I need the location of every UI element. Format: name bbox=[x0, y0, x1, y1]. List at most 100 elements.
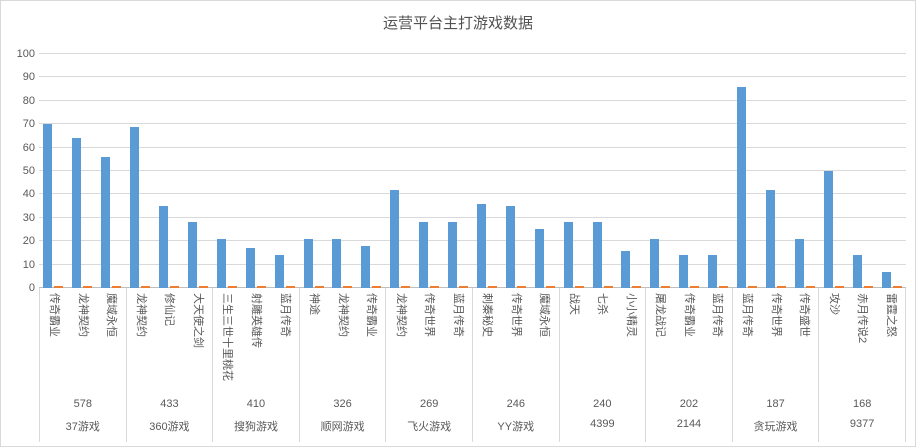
game-name-label: 蓝月传奇 bbox=[741, 293, 754, 337]
bar-secondary-蓝月传奇 bbox=[748, 286, 758, 288]
platform-value-label: 168 bbox=[852, 398, 872, 410]
y-tick-label-80: 80 bbox=[22, 94, 35, 107]
game-name-cell: 攻沙 bbox=[819, 288, 848, 390]
bar-cell bbox=[704, 54, 733, 288]
bar-雷霆之怒 bbox=[881, 272, 891, 288]
platform-value-label: 269 bbox=[419, 398, 439, 410]
game-name-label: 小小精灵 bbox=[624, 293, 637, 337]
bar-传奇盛世 bbox=[794, 239, 804, 288]
game-names-row: 龙神契约 传奇世界 蓝月传奇 bbox=[386, 288, 472, 390]
gridline-60 bbox=[39, 146, 906, 148]
game-name-cell: 蓝月传奇 bbox=[443, 288, 472, 390]
bar-cell bbox=[39, 54, 68, 288]
bar-cell bbox=[126, 54, 155, 288]
bar-传奇霸业 bbox=[679, 255, 689, 288]
game-names-row: 屠龙战记 传奇霸业 蓝月传奇 bbox=[646, 288, 732, 390]
bar-secondary-龙神契约 bbox=[401, 286, 411, 288]
game-names-row: 龙神契约 修仙记 大天使之剑 bbox=[127, 288, 213, 390]
bar-cell bbox=[328, 54, 357, 288]
game-name-cell: 修仙记 bbox=[155, 288, 184, 390]
bar-cell bbox=[212, 54, 241, 288]
bar-secondary-雷霆之怒 bbox=[892, 286, 902, 288]
bar-secondary-射雕英雄传 bbox=[256, 286, 266, 288]
bar-cell bbox=[675, 54, 704, 288]
game-name-label: 射雕英雄传 bbox=[249, 293, 262, 348]
game-name-label: 传奇世界 bbox=[423, 293, 436, 337]
game-names-row: 攻沙 赤月传说2 雷霆之怒 bbox=[819, 288, 905, 390]
game-name-label: 传奇世界 bbox=[509, 293, 522, 337]
game-name-cell: 魔域永恒 bbox=[97, 288, 126, 390]
bar-cell bbox=[444, 54, 473, 288]
y-tick-label-20: 20 bbox=[22, 235, 35, 248]
bar-cell bbox=[415, 54, 444, 288]
bar-secondary-三生三世十里桃花 bbox=[227, 286, 237, 288]
bar-secondary-龙神契约 bbox=[343, 286, 353, 288]
bar-七杀 bbox=[592, 222, 602, 288]
game-name-cell: 神途 bbox=[300, 288, 329, 390]
category-group-9377: 攻沙 赤月传说2 雷霆之怒 168 9377 bbox=[819, 288, 906, 442]
game-name-cell: 刺秦秘史 bbox=[473, 288, 502, 390]
game-name-cell: 龙神契约 bbox=[386, 288, 415, 390]
game-name-label: 屠龙战记 bbox=[654, 293, 667, 337]
bar-cell bbox=[473, 54, 502, 288]
y-tick-label-0: 0 bbox=[28, 282, 35, 294]
game-names-row: 战天 七杀 小小精灵 bbox=[560, 288, 646, 390]
game-name-label: 大天使之剑 bbox=[191, 293, 204, 348]
game-name-label: 赤月传说2 bbox=[856, 293, 869, 344]
bar-group-搜狗游戏 bbox=[212, 54, 299, 288]
bar-cell bbox=[617, 54, 646, 288]
game-name-cell: 传奇霸业 bbox=[357, 288, 386, 390]
bar-大天使之剑 bbox=[187, 222, 197, 288]
game-name-label: 神途 bbox=[308, 293, 321, 315]
bar-三生三世十里桃花 bbox=[216, 239, 226, 288]
y-tick-label-90: 90 bbox=[22, 71, 35, 84]
bar-魔域永恒 bbox=[101, 157, 111, 288]
bar-cell bbox=[68, 54, 97, 288]
bar-攻沙 bbox=[823, 171, 833, 288]
bar-龙神契约 bbox=[332, 239, 342, 288]
bar-secondary-蓝月传奇 bbox=[719, 286, 729, 288]
game-name-label: 龙神契约 bbox=[134, 293, 147, 337]
game-name-label: 魔域永恒 bbox=[538, 293, 551, 337]
bar-传奇世界 bbox=[419, 222, 429, 288]
game-name-label: 蓝月传奇 bbox=[278, 293, 291, 337]
bar-group-37游戏 bbox=[39, 54, 126, 288]
bar-cell bbox=[877, 54, 906, 288]
game-name-cell: 七杀 bbox=[588, 288, 617, 390]
bar-射雕英雄传 bbox=[245, 248, 255, 288]
game-name-cell: 雷霆之怒 bbox=[876, 288, 905, 390]
bar-蓝月传奇 bbox=[708, 255, 718, 288]
game-names-row: 蓝月传奇 传奇世界 传奇盛世 bbox=[733, 288, 819, 390]
bar-group-YY游戏 bbox=[473, 54, 560, 288]
category-axis: 传奇霸业 龙神契约 魔域永恒 578 37游戏 龙神契约 修仙记 大天使之剑 433 360游戏 三… bbox=[39, 288, 906, 442]
bar-secondary-小小精灵 bbox=[632, 286, 642, 288]
gridline-30 bbox=[39, 216, 906, 218]
game-name-cell: 魔域永恒 bbox=[530, 288, 559, 390]
bar-cell bbox=[819, 54, 848, 288]
bar-cell bbox=[270, 54, 299, 288]
platform-value-label: 187 bbox=[766, 398, 785, 410]
game-name-label: 修仙记 bbox=[163, 293, 176, 326]
category-group-飞火游戏: 龙神契约 传奇世界 蓝月传奇 269 飞火游戏 bbox=[386, 288, 473, 442]
game-name-label: 传奇霸业 bbox=[682, 293, 695, 337]
bar-cell bbox=[559, 54, 588, 288]
game-name-cell: 蓝月传奇 bbox=[703, 288, 732, 390]
y-tick-label-30: 30 bbox=[22, 211, 35, 224]
bar-传奇世界 bbox=[505, 206, 515, 288]
platform-value-label: 410 bbox=[246, 398, 266, 410]
gridline-90 bbox=[39, 76, 906, 78]
game-name-cell: 战天 bbox=[560, 288, 589, 390]
bar-cell bbox=[184, 54, 213, 288]
platform-name-label: 37游戏 bbox=[65, 421, 100, 433]
game-name-label: 刺秦秘史 bbox=[481, 293, 494, 337]
bar-龙神契约 bbox=[72, 138, 82, 288]
gridline-20 bbox=[39, 240, 906, 242]
gridline-100 bbox=[39, 53, 906, 54]
bar-cell bbox=[790, 54, 819, 288]
bar-蓝月传奇 bbox=[274, 255, 284, 288]
category-group-360游戏: 龙神契约 修仙记 大天使之剑 433 360游戏 bbox=[127, 288, 214, 442]
bar-cell bbox=[848, 54, 877, 288]
game-name-label: 魔域永恒 bbox=[105, 293, 118, 337]
game-name-cell: 传奇盛世 bbox=[790, 288, 819, 390]
